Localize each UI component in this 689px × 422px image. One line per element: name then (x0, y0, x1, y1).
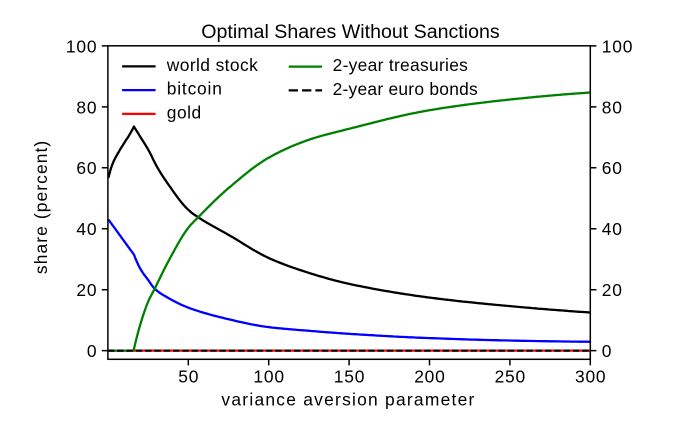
svg-text:2-year euro bonds: 2-year euro bonds (333, 79, 478, 99)
svg-text:200: 200 (414, 367, 445, 387)
svg-text:2-year treasuries: 2-year treasuries (333, 55, 469, 75)
svg-text:0: 0 (602, 341, 612, 361)
svg-text:world stock: world stock (166, 55, 258, 75)
svg-text:20: 20 (602, 280, 623, 300)
svg-text:0: 0 (87, 341, 97, 361)
svg-text:variance aversion parameter: variance aversion parameter (221, 389, 475, 409)
svg-text:80: 80 (602, 97, 623, 117)
svg-text:250: 250 (495, 367, 526, 387)
svg-text:100: 100 (253, 367, 284, 387)
svg-text:80: 80 (76, 97, 97, 117)
svg-text:bitcoin: bitcoin (167, 79, 223, 99)
svg-text:gold: gold (167, 102, 202, 122)
svg-text:100: 100 (602, 36, 633, 56)
svg-text:share (percent): share (percent) (31, 140, 51, 274)
svg-text:50: 50 (178, 367, 199, 387)
svg-text:40: 40 (76, 219, 97, 239)
svg-text:300: 300 (575, 367, 606, 387)
svg-text:20: 20 (76, 280, 97, 300)
svg-text:60: 60 (602, 158, 623, 178)
svg-text:100: 100 (66, 36, 97, 56)
svg-text:150: 150 (334, 367, 365, 387)
svg-text:60: 60 (76, 158, 97, 178)
svg-text:40: 40 (602, 219, 623, 239)
svg-text:Optimal Shares Without Sanctio: Optimal Shares Without Sanctions (201, 21, 500, 43)
